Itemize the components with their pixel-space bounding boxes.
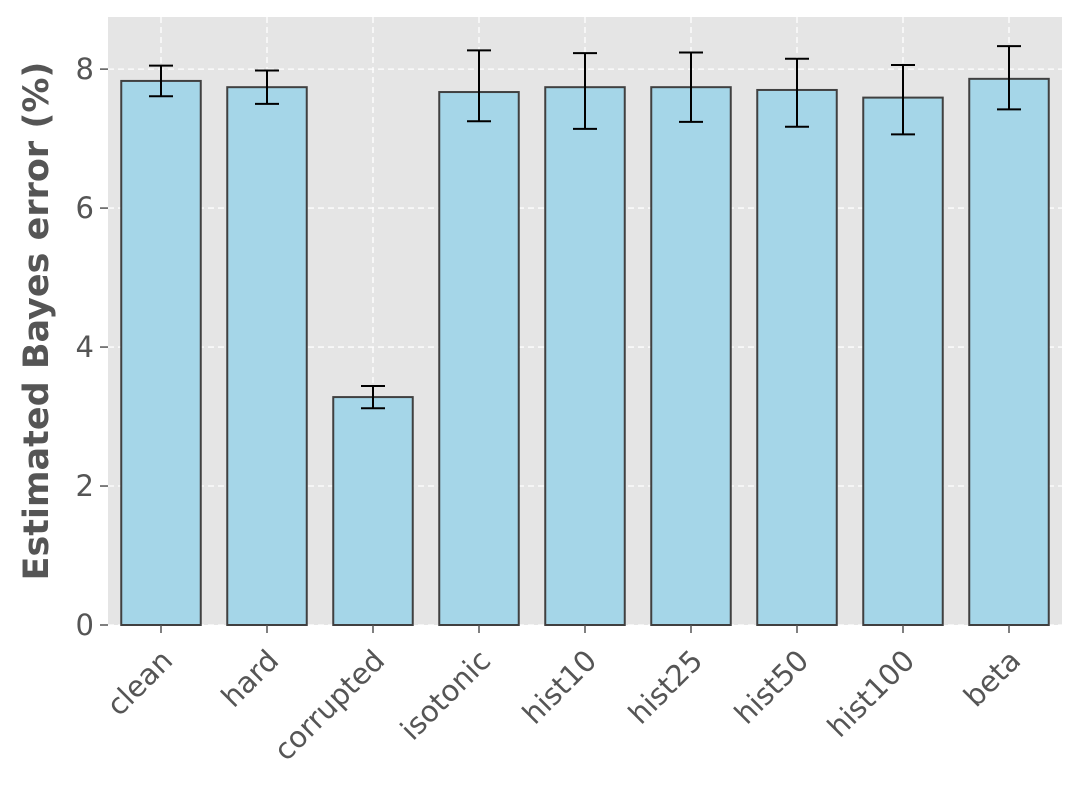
bar-hist25 (650, 86, 732, 627)
x-tick-label-isotonic: isotonic (394, 643, 498, 747)
bar-corrupted (332, 396, 414, 626)
y-tick-label: 8 (76, 52, 94, 86)
x-tick-label-hist50: hist50 (728, 643, 816, 731)
y-tick-label: 6 (76, 191, 94, 225)
x-tick-label-beta: beta (957, 643, 1027, 713)
y-tick-label: 0 (76, 608, 94, 642)
x-tick-label-hist25: hist25 (622, 643, 710, 731)
bar-hist10 (544, 86, 626, 627)
bars (120, 77, 1050, 627)
x-tick-label-hist100: hist100 (821, 643, 922, 744)
x-tick-label-hist10: hist10 (516, 643, 604, 731)
bar-hard (226, 86, 308, 627)
y-axis-title: Estimated Bayes error (%) (17, 62, 57, 581)
x-tick-label-clean: clean (100, 643, 179, 722)
error-bars (149, 45, 1021, 410)
x-tick-label-corrupted: corrupted (267, 643, 391, 767)
bar-clean (120, 79, 202, 626)
y-tick-label: 2 (76, 469, 94, 503)
y-tick-label: 4 (76, 330, 94, 364)
x-tick-label-hard: hard (215, 643, 286, 714)
bar-hist100 (862, 96, 944, 626)
bar-hist50 (756, 88, 838, 626)
bar-isotonic (438, 91, 520, 627)
bar-beta (968, 77, 1050, 626)
